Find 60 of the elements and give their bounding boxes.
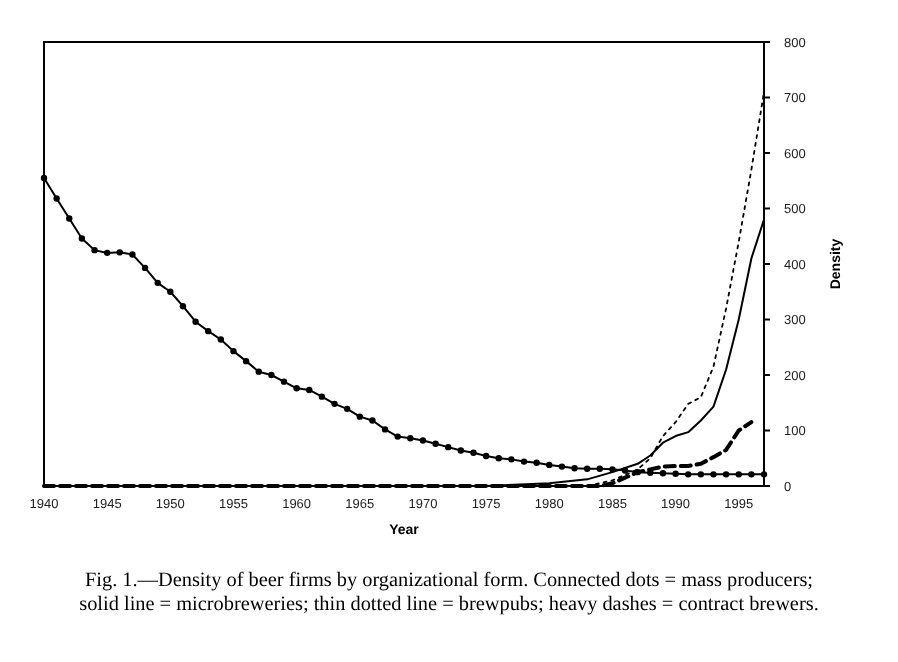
point xyxy=(432,440,439,448)
point xyxy=(495,455,502,462)
point xyxy=(268,371,275,379)
point xyxy=(760,471,768,478)
point xyxy=(508,456,515,463)
point xyxy=(546,461,553,469)
point xyxy=(217,336,225,343)
point xyxy=(634,468,641,476)
point xyxy=(230,347,237,355)
text: solid line = microbreweries; thin dotted line = brewpubs; heavy dashes = contract brewers. xyxy=(79,594,819,616)
point xyxy=(621,467,629,474)
point xyxy=(129,251,136,258)
point xyxy=(306,386,313,394)
point xyxy=(103,249,111,257)
point xyxy=(167,288,174,295)
point xyxy=(331,400,338,408)
point xyxy=(40,174,48,182)
point xyxy=(280,378,288,385)
point xyxy=(53,195,60,202)
point xyxy=(735,471,742,478)
point xyxy=(533,459,540,466)
point xyxy=(659,470,667,477)
point xyxy=(205,327,212,335)
point xyxy=(343,405,351,413)
point xyxy=(697,471,705,478)
point xyxy=(445,443,452,451)
point xyxy=(356,413,363,420)
point xyxy=(672,470,679,477)
point xyxy=(394,433,401,440)
point xyxy=(91,246,98,254)
point xyxy=(255,368,262,375)
point xyxy=(571,465,578,472)
point xyxy=(722,471,730,478)
point xyxy=(242,357,250,365)
point xyxy=(482,452,490,460)
point xyxy=(647,469,654,476)
point xyxy=(457,447,465,454)
point xyxy=(596,465,603,472)
caption: Fig. 1.—Density of beer firms by organizational form. Connected dots = mass producers; xyxy=(84,570,814,592)
point xyxy=(558,463,566,470)
point xyxy=(710,471,717,478)
point xyxy=(407,435,414,442)
point xyxy=(381,426,389,433)
point xyxy=(685,471,692,478)
point xyxy=(419,437,427,444)
point xyxy=(179,302,187,310)
point xyxy=(748,471,755,478)
point xyxy=(520,458,528,465)
point xyxy=(78,235,86,242)
point xyxy=(293,385,300,392)
point xyxy=(141,264,149,272)
point xyxy=(369,417,376,424)
point xyxy=(116,249,123,256)
point xyxy=(609,466,616,473)
point xyxy=(470,449,477,456)
point xyxy=(192,318,199,325)
point xyxy=(583,465,591,472)
point xyxy=(318,393,326,400)
point xyxy=(66,215,73,222)
point xyxy=(154,279,161,287)
